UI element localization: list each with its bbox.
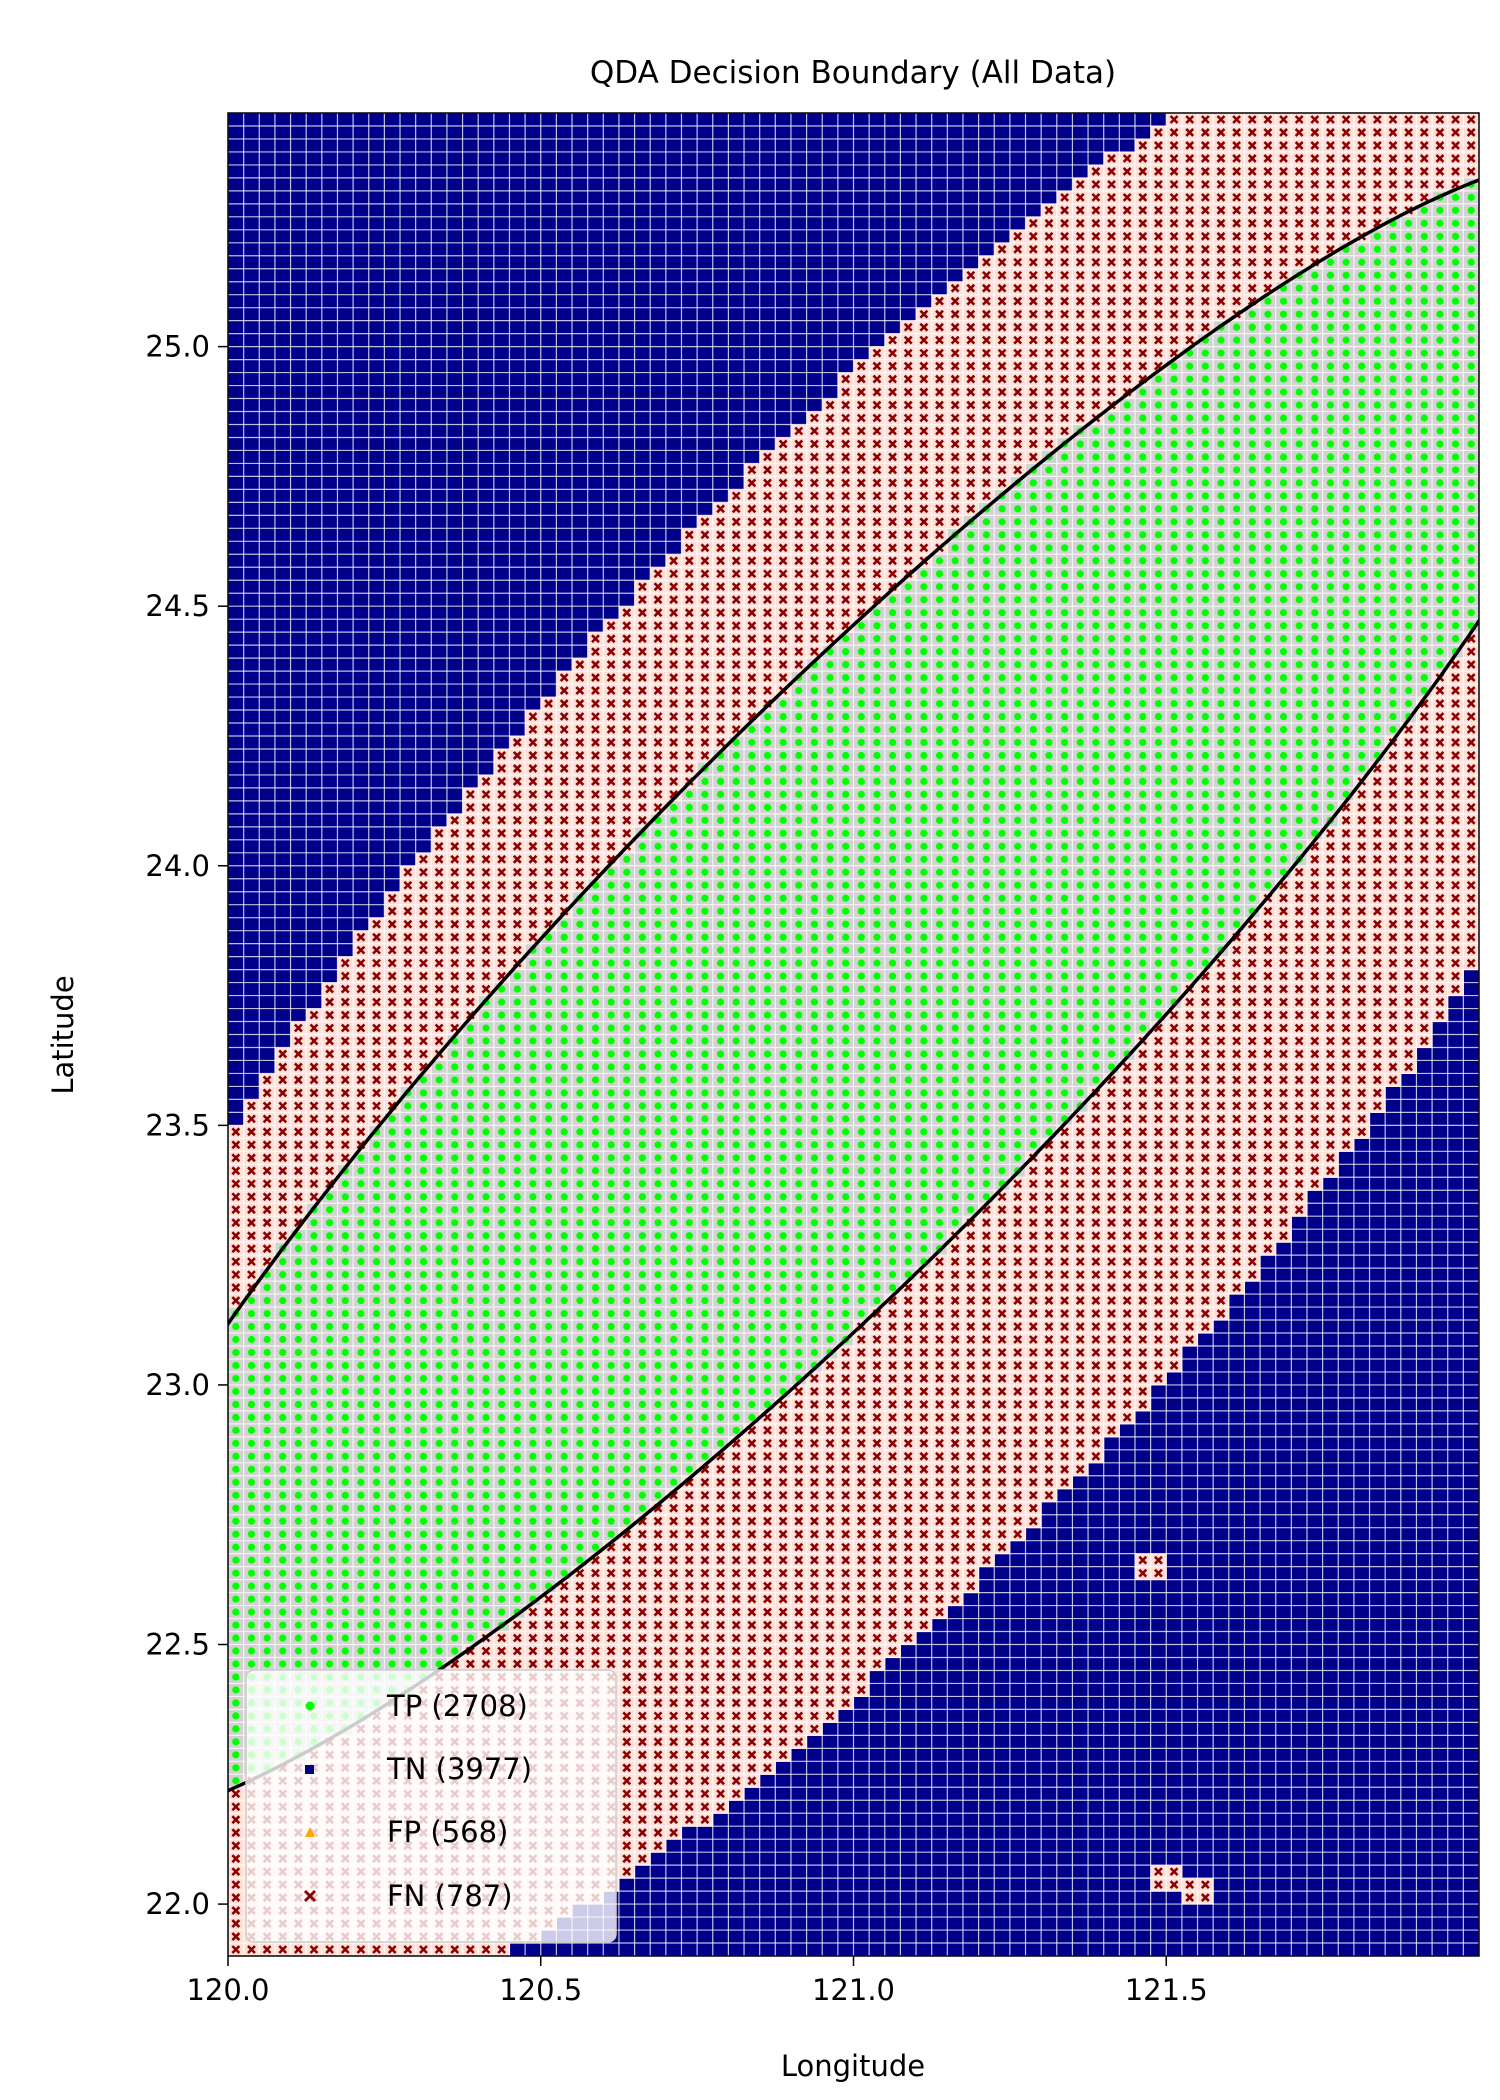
chart-title: QDA Decision Boundary (All Data): [590, 55, 1116, 91]
